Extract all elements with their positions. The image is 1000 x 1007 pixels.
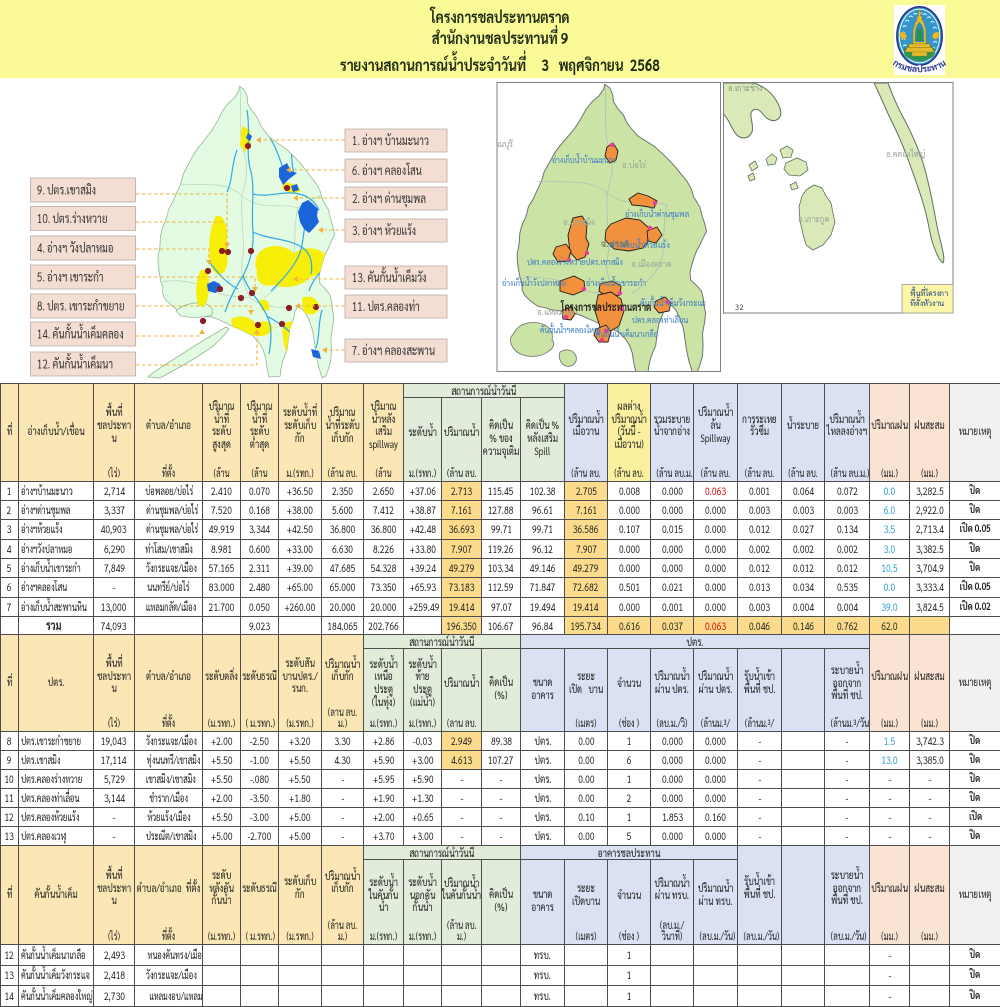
svg-text:อ่างเก็บน้ำบ้านมะนาว: อ่างเก็บน้ำบ้านมะนาว — [552, 153, 616, 165]
svg-text:อ.แหลมงอบ: อ.แหลมงอบ — [537, 306, 577, 317]
svg-text:ปตร.คลองร่างหวายปตร.เขาสมิง: ปตร.คลองร่างหวายปตร.เขาสมิง — [527, 256, 623, 267]
svg-text:5. อ่างฯ เขาระกำ: 5. อ่างฯ เขาระกำ — [37, 268, 103, 285]
svg-text:12. คันกั้นน้ำเค็มนา: 12. คันกั้นน้ำเค็มนา — [37, 352, 113, 372]
svg-text:อ.เกาะกูด: อ.เกาะกูด — [798, 213, 829, 225]
svg-text:คันกั้นน้ำเค็มวังกระแะ: คันกั้นน้ำเค็มวังกระแะ — [640, 294, 706, 308]
svg-text:จ.ตราด: จ.ตราด — [601, 238, 629, 250]
svg-text:9. ปตร.เขาสมิง: 9. ปตร.เขาสมิง — [37, 181, 96, 198]
svg-text:8. ปตร. เขาระกำขยาย: 8. ปตร. เขาระกำขยาย — [37, 297, 124, 314]
svg-text:อ.เมืองตราด: อ.เมืองตราด — [631, 258, 672, 269]
svg-text:อ.คลองใหญ่: อ.คลองใหญ่ — [886, 148, 925, 159]
svg-text:คันกั้นน้ำฯคลองใหญ่: คันกั้นน้ำฯคลองใหญ่ — [540, 321, 600, 335]
svg-text:อ.เขาสมิง: อ.เขาสมิง — [563, 216, 595, 227]
svg-text:4. อ่างฯ วังปลาหมอ: 4. อ่างฯ วังปลาหมอ — [37, 239, 114, 256]
svg-text:อ่างเก็บน้ำวังปลาหมอ: อ่างเก็บน้ำวังปลาหมอ — [502, 276, 566, 288]
svg-text:7. อ่างฯ คลองสะพาน: 7. อ่างฯ คลองสะพาน — [352, 342, 436, 359]
svg-text:1. อ่างฯ บ้านมะนาว: 1. อ่างฯ บ้านมะนาว — [352, 132, 429, 149]
svg-text:อ.บ่อไร่: อ.บ่อไร่ — [622, 159, 646, 170]
svg-text:13. คันกั้นน้ำเค็มวัง: 13. คันกั้นน้ำเค็มวัง — [352, 265, 427, 285]
svg-text:2. อ่างฯ ด่านชุมพล: 2. อ่างฯ ด่านชุมพล — [352, 190, 426, 209]
svg-text:ที่ตั้งหัวงาน: ที่ตั้งหัวงาน — [910, 296, 944, 308]
svg-text:คันกั้นน้ำเค็มนาเกลือ: คันกั้นน้ำเค็มนาเกลือ — [596, 325, 658, 339]
svg-text:อ่างเก็บน้ำด่านชุมพล: อ่างเก็บน้ำด่านชุมพล — [625, 207, 689, 220]
svg-text:11. ปตร.คลองท่า: 11. ปตร.คลองท่า — [352, 298, 420, 315]
svg-text:14. คันกั้นน้ำเค็มคลอง: 14. คันกั้นน้ำเค็มคลอง — [37, 322, 124, 342]
svg-text:พื้นที่โครงกา: พื้นที่โครงกา — [910, 286, 948, 298]
svg-text:อ่างเก็บน้ำเขาระกำ: อ่างเก็บน้ำเขาระกำ — [586, 276, 646, 288]
svg-text:32: 32 — [735, 301, 744, 312]
svg-text:6. อ่างฯ คลองโสน: 6. อ่างฯ คลองโสน — [352, 162, 423, 179]
svg-text:10. ปตร.ร่างหวาย: 10. ปตร.ร่างหวาย — [37, 210, 107, 227]
svg-text:โครงการชลประทานตราด: โครงการชลประทานตราด — [560, 299, 651, 314]
svg-text:ปตร.คลองท่าเลื่อน: ปตร.คลองท่าเลื่อน — [632, 311, 688, 325]
svg-text:3. อ่างฯ ห้วยแร้ง: 3. อ่างฯ ห้วยแร้ง — [352, 222, 416, 239]
svg-text:อ.เกาะช้าง: อ.เกาะช้าง — [728, 82, 762, 93]
svg-text:อ่างเก็บน้ำห้วยแร้ง: อ่างเก็บน้ำห้วยแร้ง — [610, 238, 670, 250]
svg-text:ณบุรี: ณบุรี — [496, 138, 513, 150]
